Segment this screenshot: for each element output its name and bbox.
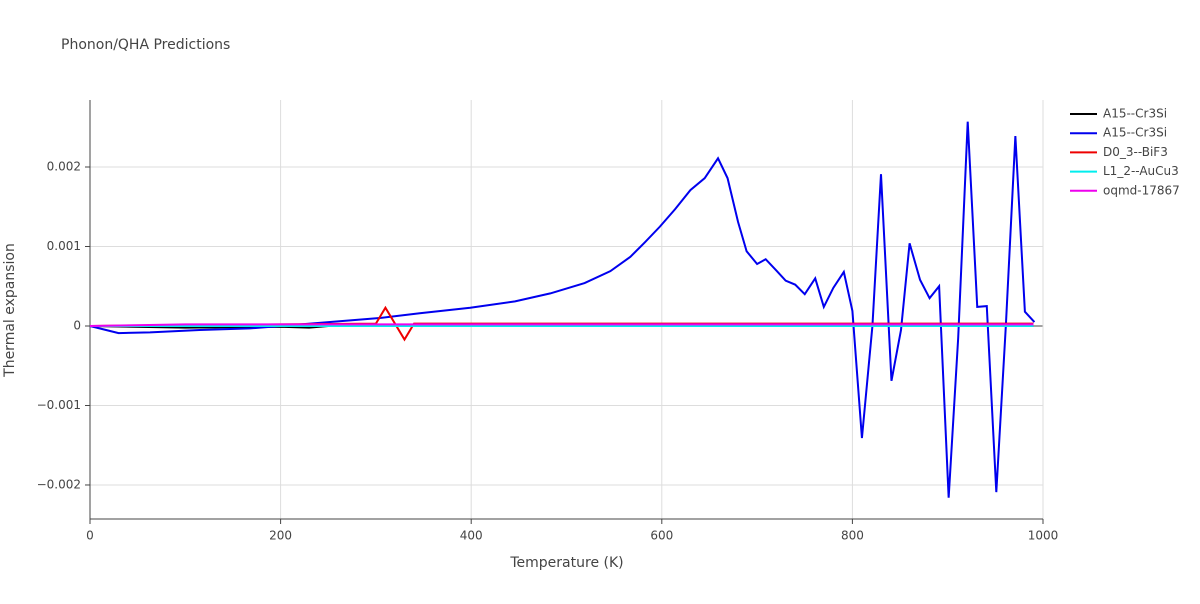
legend-label[interactable]: A15--Cr3Si <box>1103 126 1167 140</box>
chart-title: Phonon/QHA Predictions <box>61 37 230 53</box>
x-tick-label: 0 <box>86 529 94 543</box>
x-tick-label: 800 <box>841 529 864 543</box>
series-line <box>89 121 1036 498</box>
y-tick-label: −0.002 <box>37 477 81 491</box>
x-tick-label: 1000 <box>1028 529 1059 543</box>
x-tick-label: 600 <box>650 529 673 543</box>
y-axis-title: Thermal expansion <box>2 243 18 378</box>
x-axis-title: Temperature (K) <box>509 555 623 571</box>
legend-label[interactable]: D0_3--BiF3 <box>1103 145 1168 159</box>
legend-label[interactable]: oqmd-17867 <box>1103 183 1180 197</box>
y-tick-label: 0.002 <box>47 160 81 174</box>
y-tick-label: 0.001 <box>47 239 81 253</box>
x-tick-label: 200 <box>269 529 292 543</box>
series-line <box>89 323 1034 327</box>
legend-label[interactable]: L1_2--AuCu3 <box>1103 164 1179 178</box>
x-tick-label: 400 <box>460 529 483 543</box>
legend-label[interactable]: A15--Cr3Si <box>1103 107 1167 121</box>
y-tick-label: 0 <box>73 318 81 332</box>
y-tick-label: −0.001 <box>37 398 81 412</box>
